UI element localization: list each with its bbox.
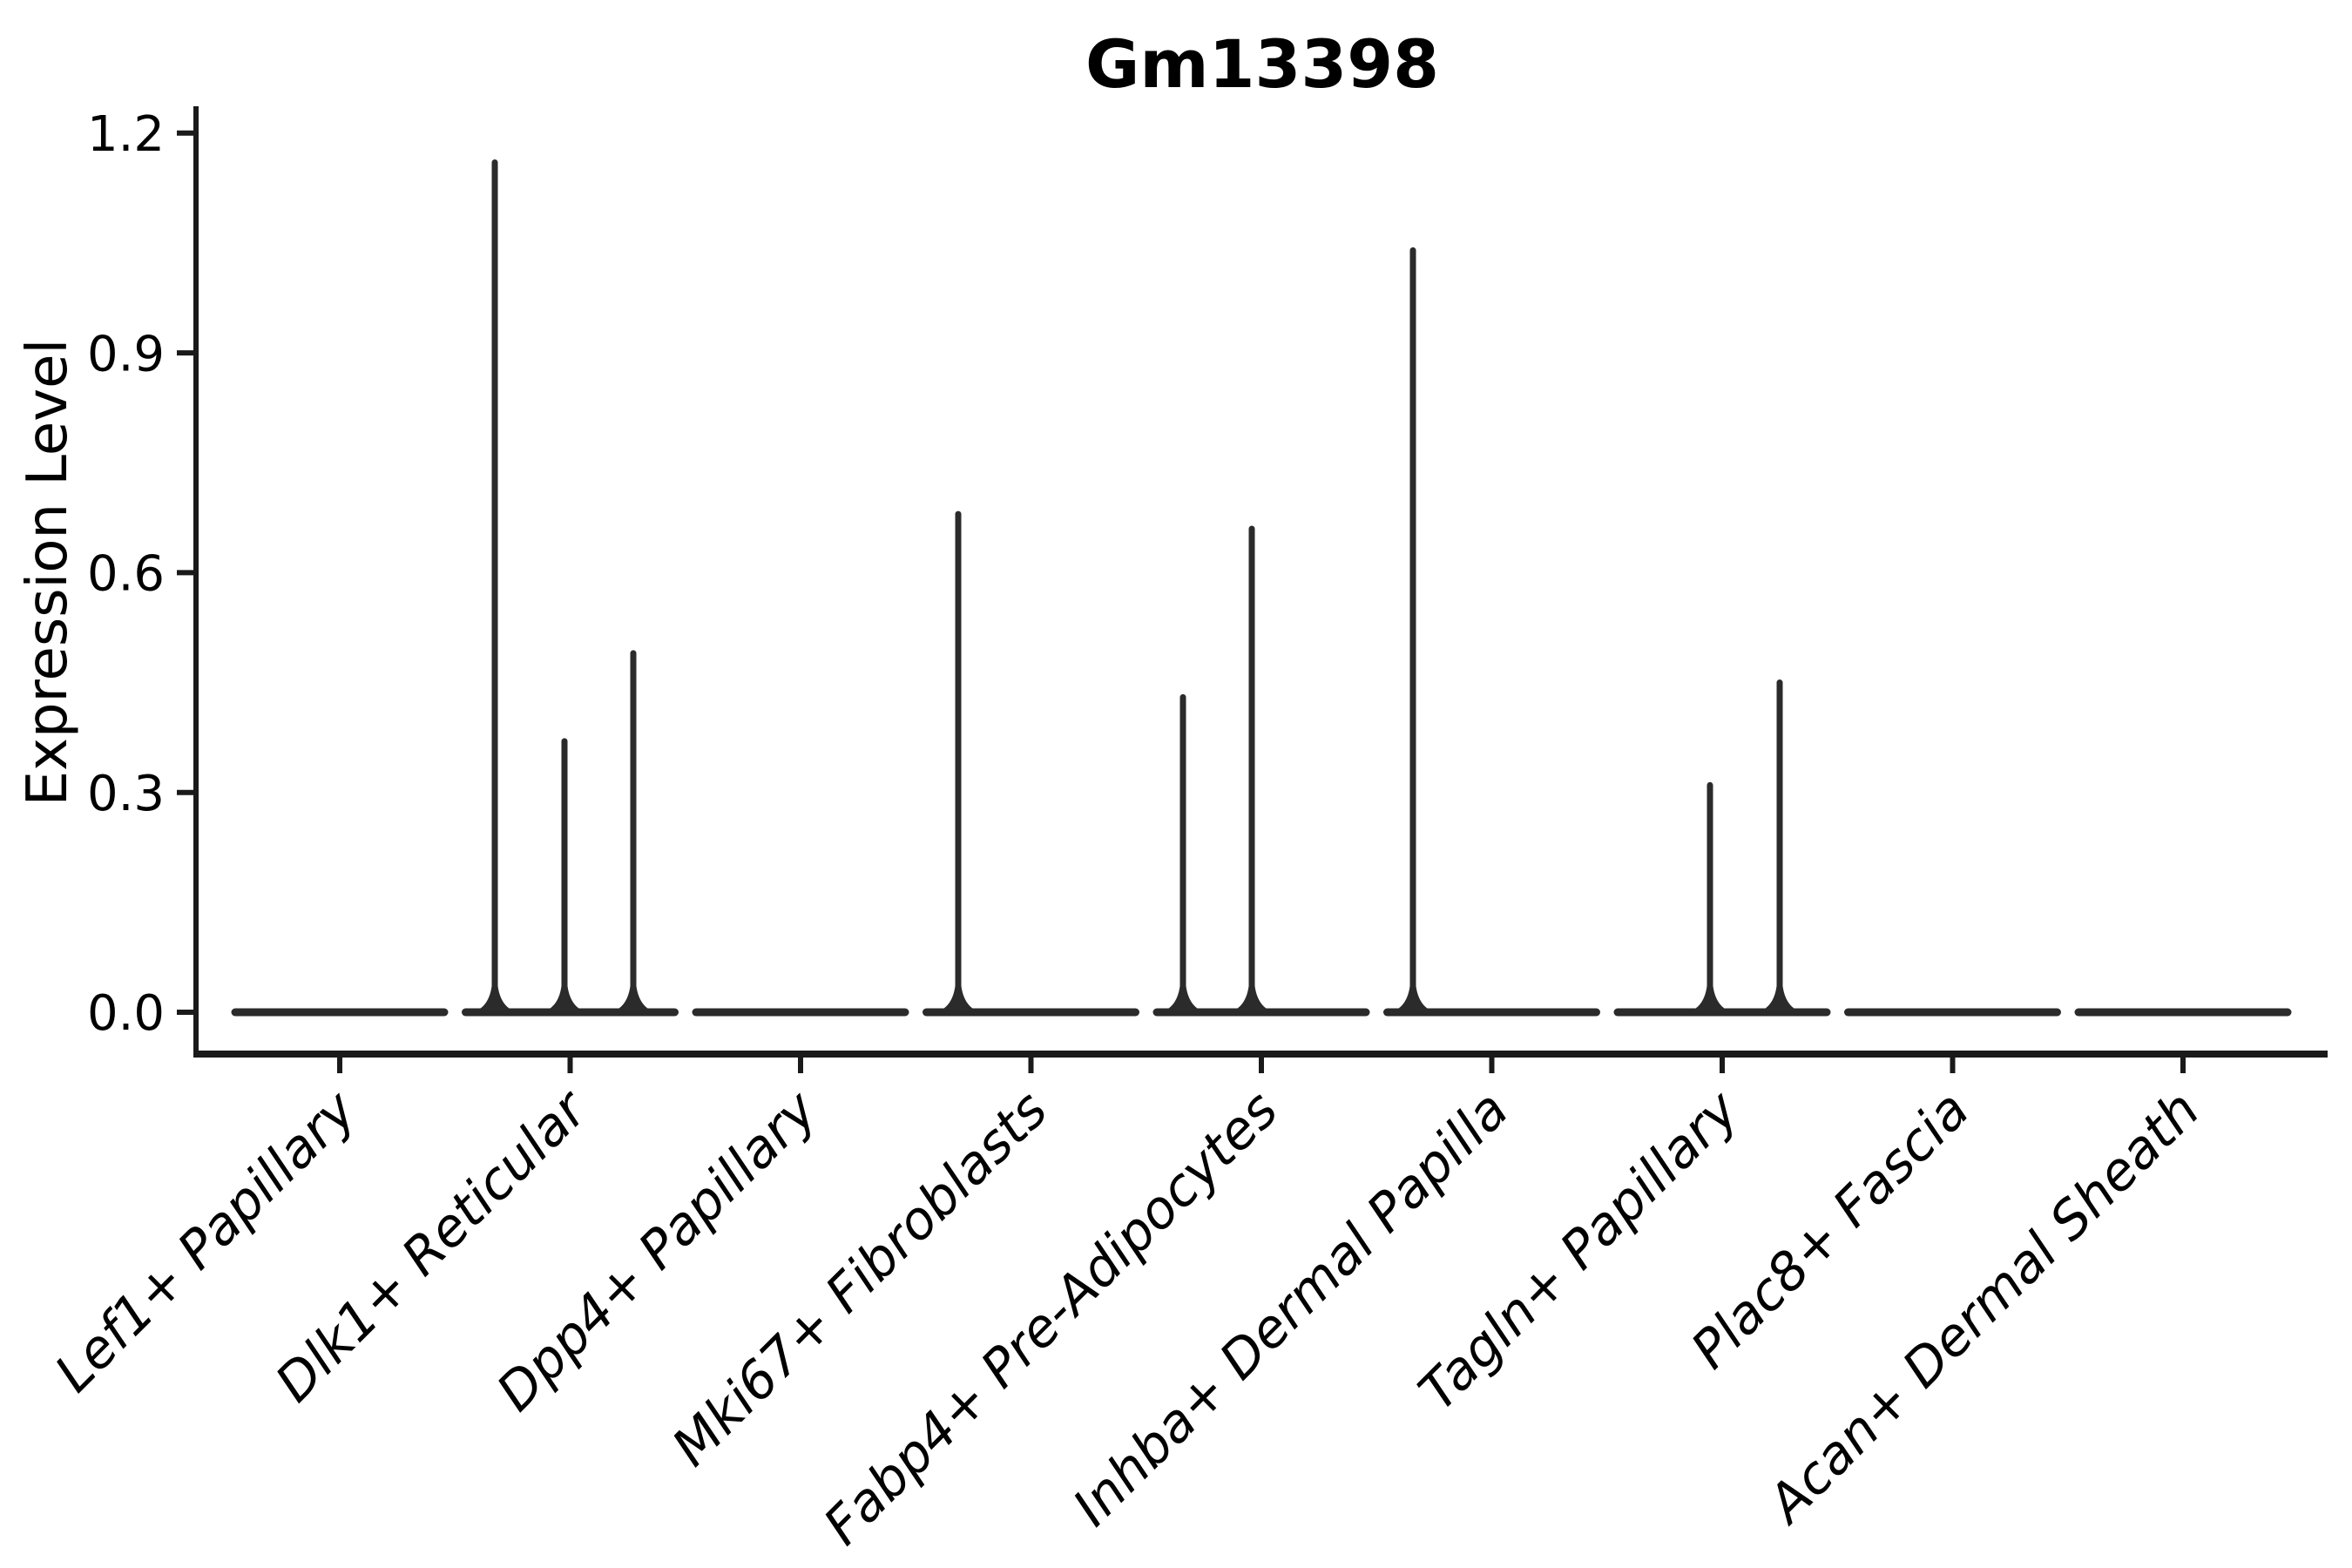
y-tick-label: 0.6	[87, 546, 165, 603]
y-tick-label: 0.9	[87, 326, 165, 382]
y-tick-label: 0.0	[87, 985, 165, 1042]
chart-title: Gm13398	[1085, 25, 1439, 103]
y-tick-label: 0.3	[87, 766, 165, 822]
y-tick-label: 1.2	[87, 106, 165, 163]
y-axis-label: Expression Level	[16, 339, 80, 807]
